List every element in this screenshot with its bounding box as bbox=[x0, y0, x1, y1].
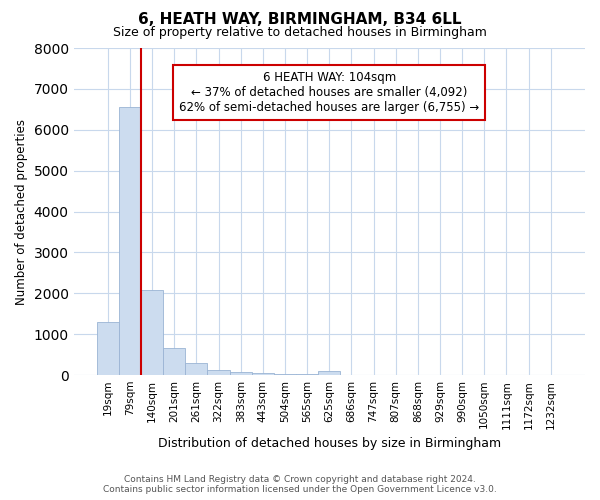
Y-axis label: Number of detached properties: Number of detached properties bbox=[15, 118, 28, 304]
Bar bbox=[296, 374, 318, 375]
Bar bbox=[208, 370, 230, 375]
Bar bbox=[141, 290, 163, 375]
Bar bbox=[119, 108, 141, 375]
X-axis label: Distribution of detached houses by size in Birmingham: Distribution of detached houses by size … bbox=[158, 437, 501, 450]
Bar bbox=[252, 373, 274, 375]
Bar bbox=[185, 363, 208, 375]
Text: 6 HEATH WAY: 104sqm
← 37% of detached houses are smaller (4,092)
62% of semi-det: 6 HEATH WAY: 104sqm ← 37% of detached ho… bbox=[179, 71, 479, 114]
Text: 6, HEATH WAY, BIRMINGHAM, B34 6LL: 6, HEATH WAY, BIRMINGHAM, B34 6LL bbox=[138, 12, 462, 28]
Text: Size of property relative to detached houses in Birmingham: Size of property relative to detached ho… bbox=[113, 26, 487, 39]
Bar bbox=[230, 372, 252, 375]
Text: Contains HM Land Registry data © Crown copyright and database right 2024.
Contai: Contains HM Land Registry data © Crown c… bbox=[103, 474, 497, 494]
Bar bbox=[318, 371, 340, 375]
Bar bbox=[97, 322, 119, 375]
Bar bbox=[274, 374, 296, 375]
Bar bbox=[163, 348, 185, 375]
